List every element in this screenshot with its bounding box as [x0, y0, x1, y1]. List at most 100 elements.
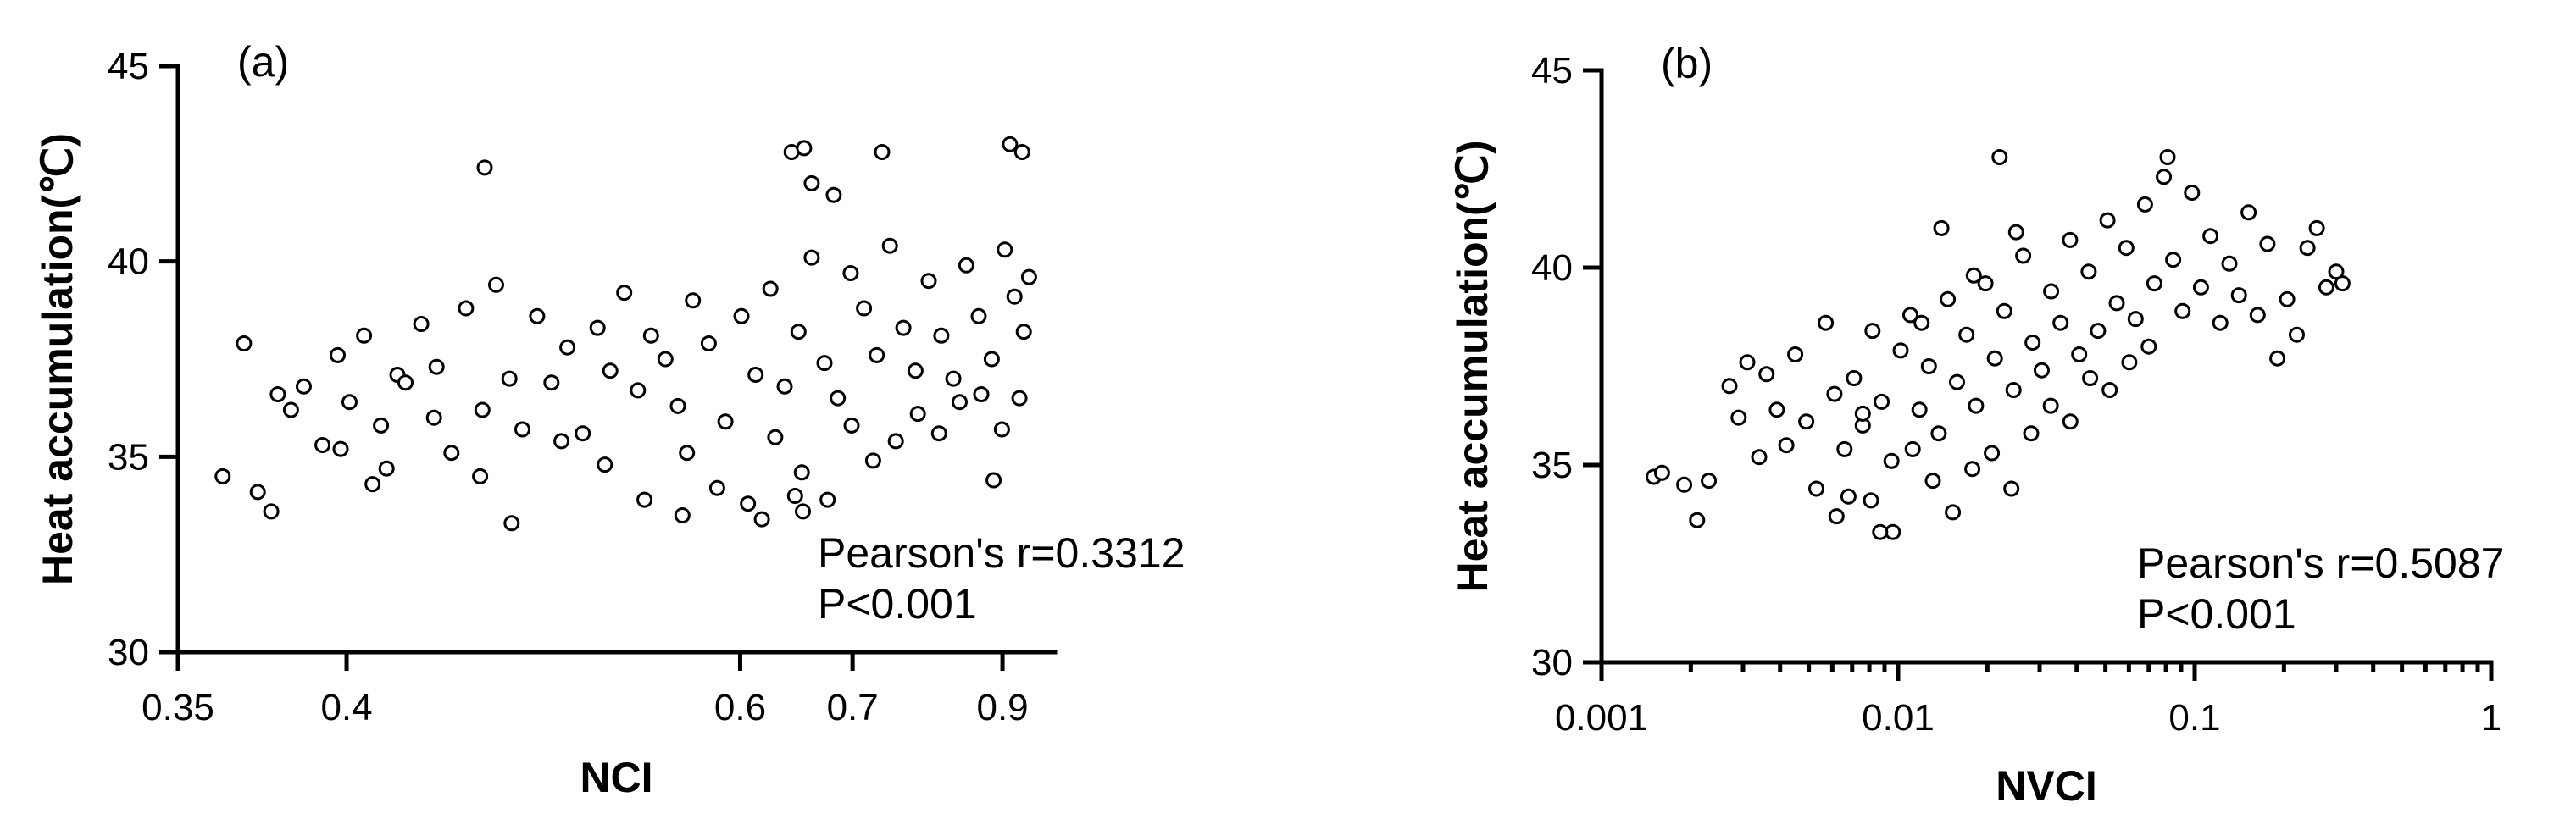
data-point [341, 394, 358, 411]
data-point [514, 421, 530, 438]
data-point [474, 401, 491, 418]
data-point [1996, 302, 2012, 319]
data-point [930, 425, 947, 442]
data-point [2108, 295, 2125, 312]
data-point [330, 346, 346, 363]
data-point [740, 495, 757, 512]
data-point [2003, 480, 2020, 497]
data-point [501, 370, 518, 387]
data-point [425, 409, 442, 426]
data-point [1924, 473, 1941, 490]
y-tick-label: 35 [108, 436, 149, 478]
data-point [1689, 512, 1706, 528]
data-point [2159, 149, 2176, 165]
data-point [443, 445, 460, 462]
data-point [1828, 508, 1845, 525]
data-point [282, 401, 299, 418]
data-point [2212, 314, 2229, 331]
x-tick-label: 0.01 [1862, 697, 1935, 739]
data-point [2140, 338, 2157, 355]
data-point [1911, 401, 1928, 418]
data-point [1945, 504, 1962, 521]
data-point [2080, 263, 2097, 280]
x-tick-label: 1 [2481, 697, 2501, 739]
data-point [803, 249, 820, 266]
data-point [1653, 464, 1670, 481]
data-point [830, 390, 847, 407]
data-point [657, 351, 674, 368]
data-point [575, 425, 591, 442]
data-point [1892, 342, 1909, 359]
data-point [2259, 235, 2276, 252]
data-point [843, 417, 860, 434]
data-point [825, 186, 842, 203]
p-value-annotation: P<0.001 [818, 580, 977, 628]
data-point [1883, 452, 1900, 469]
data-point [2052, 314, 2069, 331]
data-point [1968, 397, 1985, 414]
data-point [488, 276, 504, 293]
data-point [1920, 358, 1937, 374]
data-point [2174, 302, 2191, 319]
data-point [1930, 425, 1947, 442]
data-point [589, 319, 606, 336]
data-point [1864, 323, 1881, 340]
data-point [1991, 149, 2008, 165]
y-tick-label: 45 [108, 46, 149, 87]
data-point [602, 362, 619, 379]
data-point [529, 307, 546, 324]
panel-label: (a) [237, 38, 289, 86]
data-point [2099, 212, 2116, 229]
y-tick-label: 30 [1531, 642, 1573, 683]
data-point [2007, 224, 2024, 241]
data-point [2005, 382, 2022, 398]
data-point [2240, 204, 2257, 221]
data-point [907, 362, 924, 379]
data-point [1739, 354, 1756, 371]
data-point [472, 468, 489, 484]
data-point [2334, 275, 2351, 292]
data-point [2146, 275, 2162, 292]
data-point [1011, 390, 1028, 407]
panel-label: (b) [1661, 40, 1713, 87]
data-point [636, 491, 653, 508]
data-point [842, 265, 859, 281]
data-point [983, 351, 1000, 368]
data-point [669, 397, 686, 414]
data-point [776, 378, 793, 395]
data-point [2023, 425, 2040, 442]
data-point [1846, 370, 1863, 386]
y-axis-title: Heat accumulation(℃) [1449, 140, 1496, 592]
data-point [1002, 136, 1019, 152]
data-point [458, 300, 475, 317]
data-point [1721, 378, 1738, 395]
data-point [1701, 473, 1718, 490]
data-point [642, 327, 659, 344]
data-point [428, 358, 445, 375]
data-point [249, 484, 266, 501]
y-tick-label: 30 [108, 632, 149, 673]
data-point [747, 367, 764, 383]
data-point [543, 374, 560, 391]
data-point [973, 386, 990, 402]
data-point [767, 429, 784, 445]
data-point [269, 386, 286, 402]
data-point [2071, 346, 2088, 362]
data-point [1902, 307, 1918, 324]
data-point [2062, 231, 2079, 248]
data-point [413, 316, 430, 332]
data-point [1913, 314, 1930, 331]
data-point [1013, 144, 1030, 160]
data-point [909, 406, 926, 423]
x-tick-label: 0.1 [2168, 697, 2220, 739]
data-point [597, 456, 613, 473]
data-point [559, 339, 576, 356]
pearson-annotation: Pearson's r=0.5087 [2137, 540, 2504, 587]
chart-panel-2: 30 35 40 45 0.001 0.01 0.1 1 NVCI Heat accumulati… [1449, 40, 2504, 810]
data-point [1965, 267, 1982, 284]
data-point [895, 319, 912, 336]
data-point [1768, 401, 1785, 418]
data-point [753, 511, 770, 528]
